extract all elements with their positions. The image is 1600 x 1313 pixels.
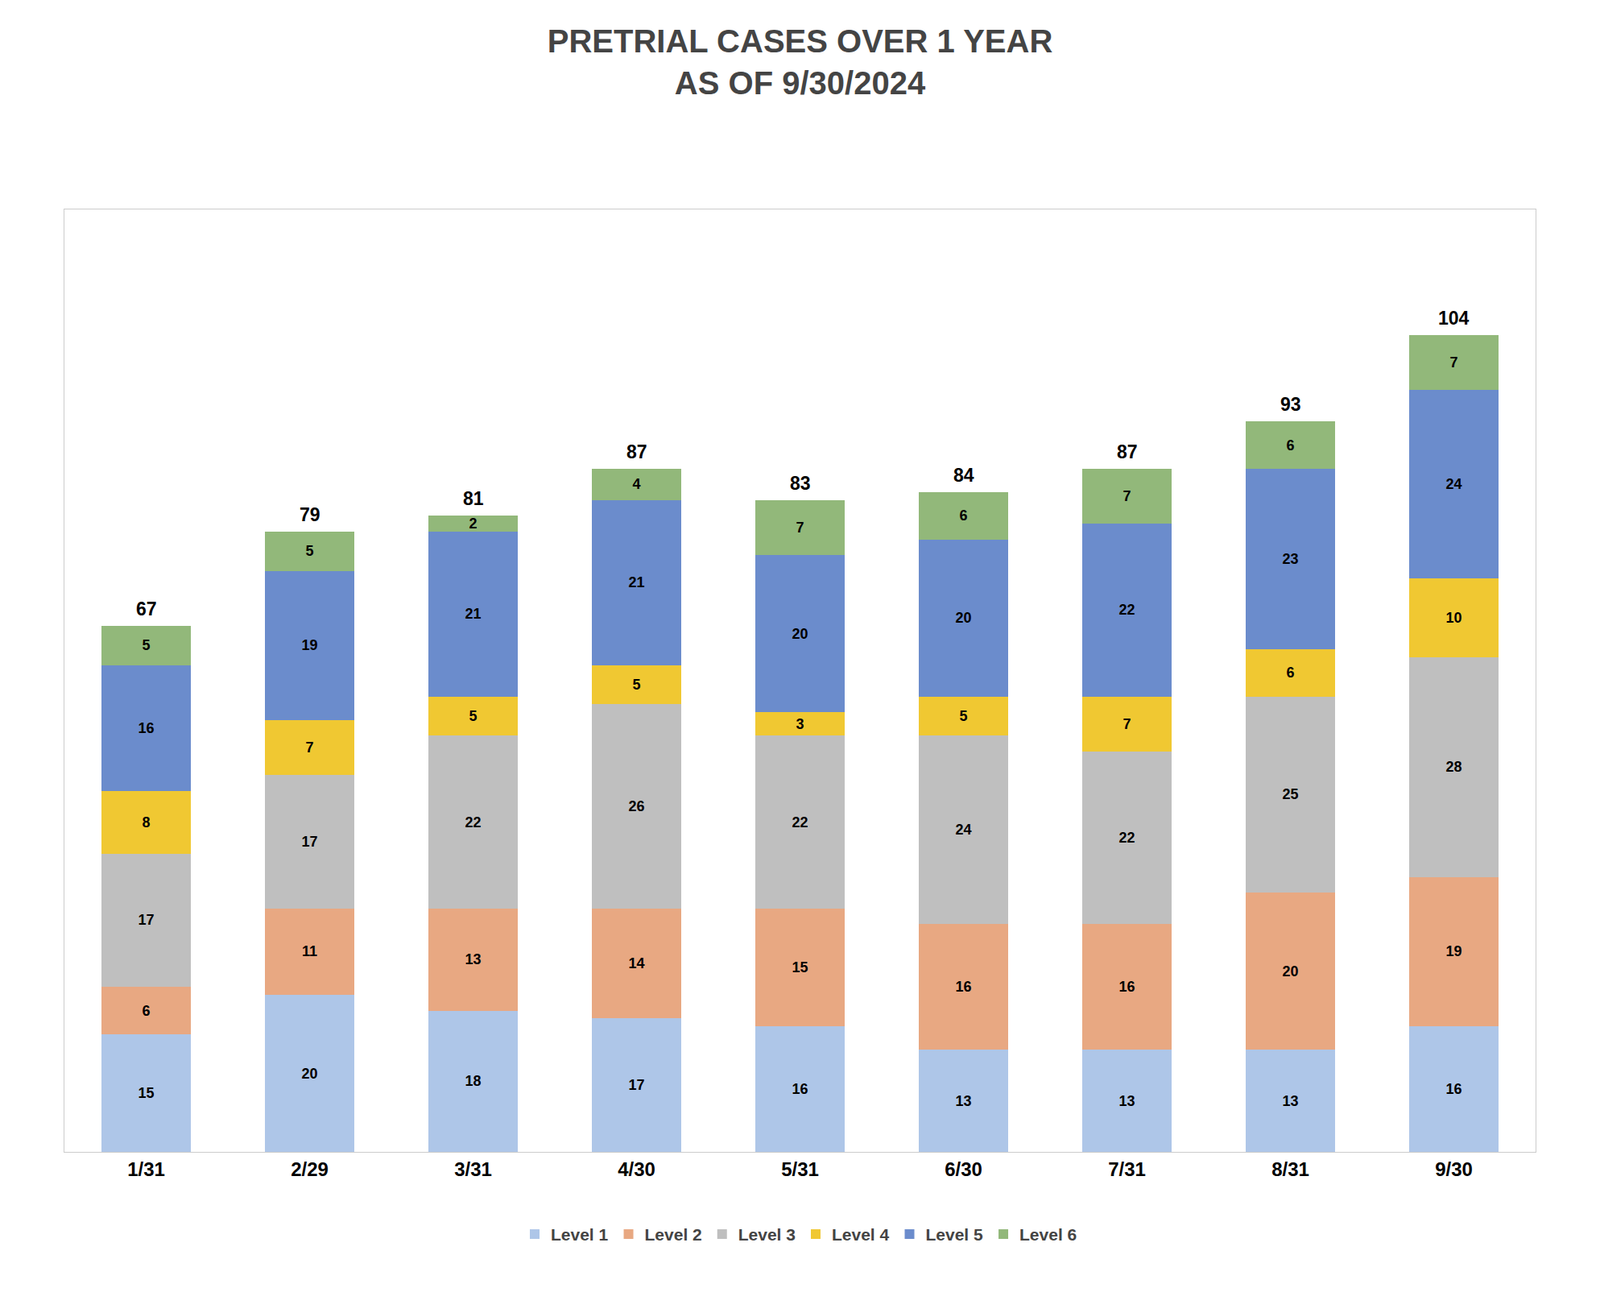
svg-text:7: 7	[1122, 715, 1131, 732]
svg-text:7: 7	[305, 739, 314, 756]
svg-text:20: 20	[791, 625, 808, 642]
svg-text:1/31: 1/31	[127, 1157, 166, 1180]
svg-text:Level 3: Level 3	[738, 1224, 796, 1244]
svg-text:8: 8	[141, 814, 150, 831]
svg-text:5: 5	[141, 636, 150, 654]
svg-text:20: 20	[1281, 963, 1299, 980]
svg-text:23: 23	[1281, 550, 1299, 567]
svg-text:3: 3	[795, 715, 804, 732]
svg-text:6: 6	[959, 507, 968, 524]
svg-text:20: 20	[955, 609, 972, 626]
svg-text:19: 19	[1445, 942, 1462, 960]
svg-text:9/30: 9/30	[1434, 1157, 1473, 1180]
svg-text:16: 16	[137, 719, 154, 736]
svg-text:13: 13	[1281, 1092, 1299, 1109]
svg-text:79: 79	[299, 504, 321, 526]
svg-text:104: 104	[1438, 307, 1470, 329]
svg-text:87: 87	[1116, 441, 1138, 463]
svg-text:17: 17	[301, 833, 318, 850]
svg-text:16: 16	[791, 1080, 808, 1097]
svg-text:24: 24	[1445, 475, 1462, 492]
svg-text:87: 87	[626, 441, 648, 463]
svg-text:67: 67	[136, 598, 158, 620]
svg-text:3/31: 3/31	[454, 1157, 492, 1180]
svg-text:6: 6	[141, 1002, 150, 1019]
svg-text:13: 13	[464, 950, 481, 968]
svg-text:21: 21	[464, 605, 481, 622]
svg-text:6: 6	[1285, 664, 1295, 681]
svg-text:5/31: 5/31	[781, 1157, 819, 1180]
svg-text:81: 81	[463, 487, 484, 509]
svg-text:6/30: 6/30	[944, 1157, 983, 1180]
svg-text:7: 7	[1122, 487, 1131, 505]
svg-text:22: 22	[1118, 601, 1135, 618]
svg-text:13: 13	[955, 1092, 972, 1109]
svg-text:4/30: 4/30	[617, 1157, 656, 1180]
svg-text:17: 17	[628, 1076, 645, 1093]
svg-text:22: 22	[464, 814, 481, 831]
svg-text:5: 5	[632, 676, 641, 693]
svg-text:21: 21	[628, 574, 645, 591]
svg-text:8/31: 8/31	[1271, 1157, 1310, 1180]
svg-text:16: 16	[1445, 1080, 1462, 1097]
svg-text:19: 19	[301, 636, 318, 654]
svg-text:Level 4: Level 4	[831, 1224, 890, 1244]
svg-text:28: 28	[1445, 758, 1462, 775]
svg-text:7: 7	[795, 519, 804, 536]
svg-text:Level 6: Level 6	[1019, 1224, 1077, 1244]
svg-text:PRETRIAL CASES OVER 1 YEARAS O: PRETRIAL CASES OVER 1 YEARAS OF 9/30/202…	[547, 23, 1054, 101]
svg-text:16: 16	[1118, 978, 1135, 995]
svg-text:2: 2	[468, 515, 477, 532]
svg-text:Level 2: Level 2	[644, 1224, 703, 1244]
svg-text:93: 93	[1280, 393, 1302, 415]
svg-text:84: 84	[953, 464, 975, 486]
svg-text:7: 7	[1449, 354, 1458, 371]
svg-text:4: 4	[632, 475, 641, 492]
svg-text:13: 13	[1118, 1092, 1135, 1109]
svg-text:25: 25	[1281, 785, 1299, 803]
svg-text:24: 24	[955, 821, 972, 838]
svg-text:15: 15	[137, 1084, 154, 1101]
svg-text:Level 5: Level 5	[926, 1224, 984, 1244]
svg-text:26: 26	[628, 797, 645, 815]
svg-text:17: 17	[137, 911, 154, 928]
svg-text:2/29: 2/29	[290, 1157, 329, 1180]
svg-text:18: 18	[464, 1072, 481, 1089]
svg-text:7/31: 7/31	[1108, 1157, 1146, 1180]
svg-text:5: 5	[305, 542, 314, 559]
svg-text:16: 16	[955, 978, 972, 995]
svg-text:22: 22	[791, 814, 808, 831]
svg-text:5: 5	[468, 707, 477, 724]
svg-text:11: 11	[301, 942, 318, 960]
svg-text:6: 6	[1285, 437, 1295, 454]
svg-text:20: 20	[301, 1065, 318, 1082]
svg-text:15: 15	[791, 959, 808, 976]
svg-text:Level 1: Level 1	[550, 1224, 609, 1244]
svg-text:5: 5	[959, 707, 968, 724]
svg-text:22: 22	[1118, 829, 1135, 846]
svg-text:10: 10	[1445, 609, 1462, 626]
svg-text:14: 14	[628, 955, 645, 972]
svg-text:83: 83	[789, 472, 811, 494]
